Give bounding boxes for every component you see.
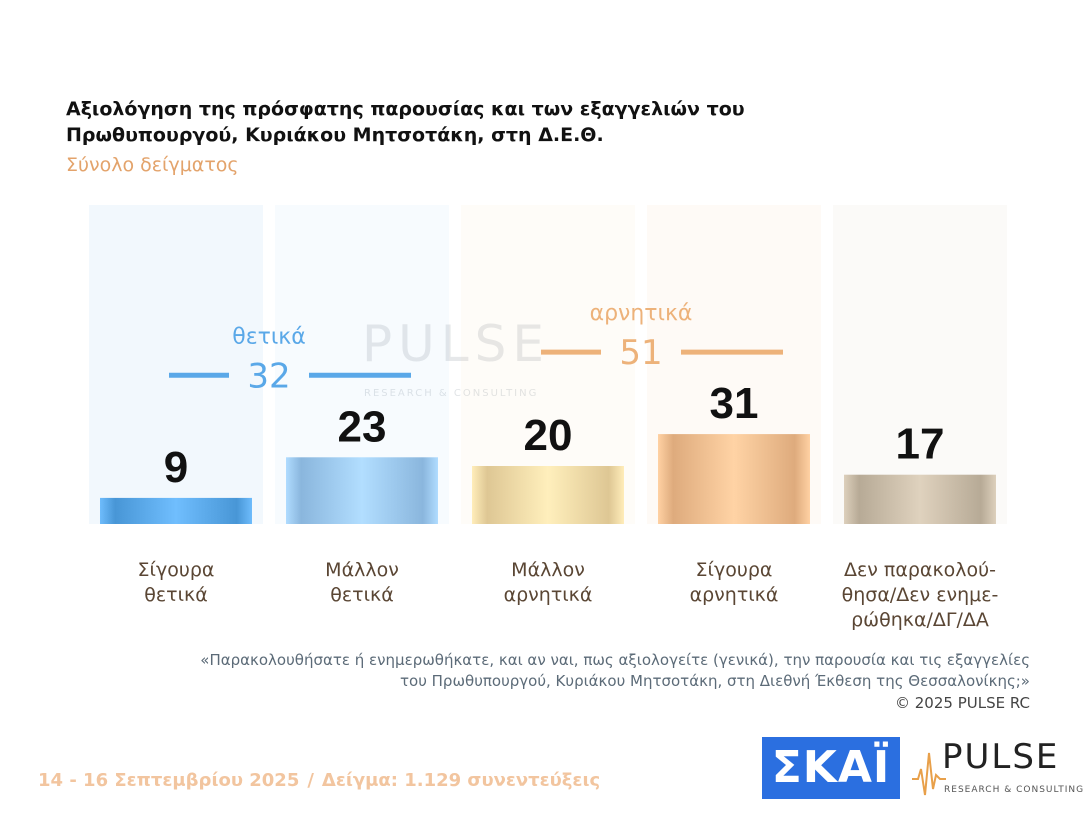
bar-chart: 9 Σίγουρα θετικά 23 Μάλλον θετικά 20 Μάλλον αρνη… — [89, 205, 1007, 631]
bar — [100, 497, 252, 524]
column-background — [833, 205, 1007, 524]
category-label: Σίγουρα — [696, 559, 773, 581]
survey-question-line-1: «Παρακολουθήσατε ή ενημερωθήκατε, και αν… — [200, 651, 1030, 669]
bar-value-label: 31 — [710, 379, 759, 428]
survey-question: «Παρακολουθήσατε ή ενημερωθήκατε, και αν… — [130, 650, 1030, 692]
category-label: ρώθηκα/ΔΓ/ΔΑ — [851, 609, 989, 631]
bar — [658, 434, 810, 524]
group-total: 51 — [619, 333, 662, 373]
group-label: θετικά — [232, 324, 306, 349]
chart-title: Αξιολόγηση της πρόσφατης παρουσίας και τ… — [66, 98, 745, 146]
chart-subtitle: Σύνολο δείγματος — [66, 154, 239, 176]
category-label: θετικά — [144, 584, 208, 606]
bar — [844, 474, 996, 524]
bar — [286, 457, 438, 524]
skai-logo: ΣΚΑΪ — [762, 737, 900, 799]
category-label: αρνητικά — [690, 584, 779, 606]
watermark-tagline: RESEARCH & CONSULTING — [364, 388, 539, 399]
sample-size: Δείγμα: 1.129 συνεντεύξεις — [321, 770, 601, 791]
category-label: Μάλλον — [325, 559, 399, 581]
bar-value-label: 23 — [338, 402, 387, 451]
bar-value-label: 17 — [896, 420, 945, 469]
survey-dates: 14 - 16 Σεπτεμβρίου 2025 — [38, 770, 300, 791]
survey-footer: 14 - 16 Σεπτεμβρίου 2025 / Δείγμα: 1.129 σ… — [38, 770, 600, 791]
pulse-logo: PULSE RESEARCH & CONSULTING — [912, 737, 1083, 803]
pulse-logo-tagline: RESEARCH & CONSULTING — [944, 785, 1085, 795]
footer-separator: / — [307, 770, 314, 791]
category-label: Δεν παρακολού- — [844, 559, 996, 581]
bar-value-label: 9 — [164, 443, 188, 492]
watermark-logo: PULSE — [362, 315, 550, 373]
category-label: Σίγουρα — [138, 559, 215, 581]
category-label: θετικά — [330, 584, 394, 606]
category-label: αρνητικά — [504, 584, 593, 606]
category-label: θησα/Δεν ενημε- — [842, 584, 999, 606]
survey-question-line-2: του Πρωθυπουργού, Κυριάκου Μητσοτάκη, στ… — [400, 672, 1030, 690]
category-label: Μάλλον — [511, 559, 585, 581]
group-label: αρνητικά — [590, 301, 693, 326]
group-total: 32 — [247, 356, 290, 396]
column-background — [89, 205, 263, 524]
copyright-notice: © 2025 PULSE RC — [894, 694, 1030, 712]
pulse-logo-name: PULSE — [942, 737, 1060, 777]
bar — [472, 466, 624, 524]
bar-value-label: 20 — [524, 411, 573, 460]
pulse-heartbeat-icon — [912, 752, 946, 796]
